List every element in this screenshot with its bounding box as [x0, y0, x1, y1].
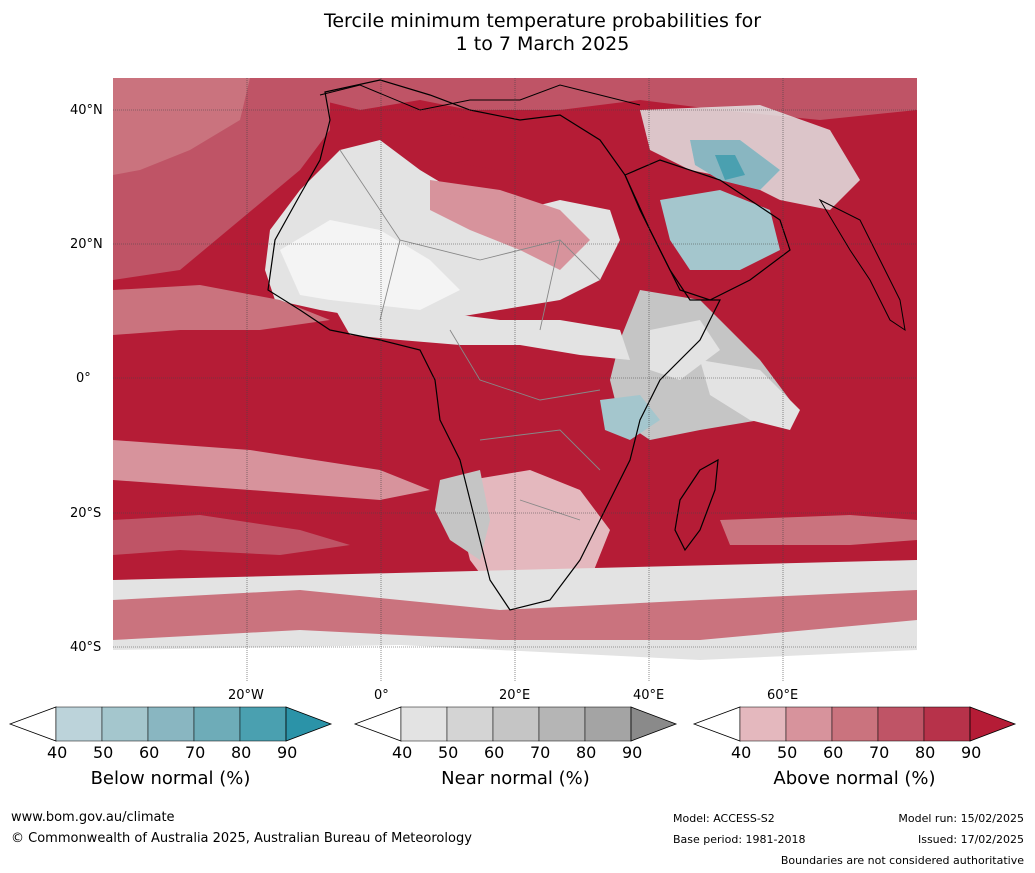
footer-base-period: Base period: 1981-2018 [673, 833, 806, 846]
colorbar-near-segment-5 [584, 706, 632, 742]
above-tick-80: 80 [915, 743, 936, 762]
near-tick-90: 90 [622, 743, 643, 762]
colorbar-below-over-triangle [285, 706, 333, 742]
colorbar-near-segment-4 [538, 706, 586, 742]
colorbar-near-segment-3 [492, 706, 540, 742]
lon-label-40e: 40°E [633, 688, 665, 703]
colorbar-above [692, 706, 1017, 742]
map-title: Tercile minimum temperature probabilitie… [0, 10, 1035, 56]
colorbar-below-segment-2 [101, 706, 149, 742]
country-borders [339, 149, 601, 521]
colorbar-below-segment-5 [239, 706, 287, 742]
region-iran-strong-2 [715, 155, 745, 180]
europe-coastline [319, 84, 641, 111]
lat-label-40s: 40°S [70, 640, 102, 655]
above-tick-40: 40 [731, 743, 752, 762]
near-tick-70: 70 [530, 743, 551, 762]
region-indian-ocean-streak [720, 515, 917, 545]
colorbar-below-under-triangle [8, 706, 57, 742]
above-tick-90: 90 [961, 743, 982, 762]
footer-copyright: © Commonwealth of Australia 2025, Austra… [11, 831, 472, 846]
below-tick-60: 60 [139, 743, 160, 762]
footer-issued: Issued: 17/02/2025 [917, 833, 1024, 846]
lon-label-20w: 20°W [228, 688, 264, 703]
region-namibia-near [435, 470, 490, 560]
footer-model: Model: ACCESS-S2 [673, 812, 775, 825]
colorbar-near [353, 706, 678, 742]
footer-disclaimer: Boundaries are not considered authoritat… [780, 854, 1024, 867]
region-north-atlantic-light [113, 78, 250, 175]
madagascar-outline [674, 458, 719, 552]
colorbar-above-segment-3 [831, 706, 879, 742]
colorbar-above-title: Above normal (%) [773, 768, 936, 789]
above-tick-50: 50 [777, 743, 798, 762]
arabia-outline [624, 159, 791, 301]
africa-coastline [267, 79, 721, 611]
above-tick-60: 60 [823, 743, 844, 762]
lat-label-20s: 20°S [70, 506, 102, 521]
colorbar-above-segment-4 [877, 706, 925, 742]
below-tick-80: 80 [231, 743, 252, 762]
region-south-atlantic-streak-2 [113, 515, 350, 555]
region-tanzania-below [600, 395, 660, 440]
region-arabia-below [660, 190, 780, 270]
above-tick-70: 70 [869, 743, 890, 762]
near-tick-80: 80 [576, 743, 597, 762]
colorbar-above-under-triangle [692, 706, 741, 742]
region-south-atlantic-streak-1 [113, 440, 430, 500]
near-tick-40: 40 [392, 743, 413, 762]
region-atlantic-west-light [113, 285, 330, 335]
india-outline [818, 198, 906, 332]
graticule [113, 78, 917, 681]
colorbar-below [8, 706, 333, 742]
title-line-2: 1 to 7 March 2025 [455, 33, 630, 55]
below-tick-70: 70 [185, 743, 206, 762]
lat-label-20n: 20°N [70, 237, 103, 252]
below-tick-90: 90 [277, 743, 298, 762]
colorbar-below-segment-1 [55, 706, 103, 742]
colorbar-below-title: Below normal (%) [90, 768, 251, 789]
colorbar-near-segment-2 [446, 706, 494, 742]
colorbar-above-segment-2 [785, 706, 833, 742]
region-west-africa-near [330, 300, 630, 360]
below-tick-40: 40 [47, 743, 68, 762]
colorbar-near-under-triangle [353, 706, 402, 742]
colorbar-below-segment-3 [147, 706, 195, 742]
footer-website: www.bom.gov.au/climate [11, 810, 175, 825]
colorbar-near-over-triangle [630, 706, 678, 742]
lat-label-40n: 40°N [70, 103, 103, 118]
colorbar-near-title: Near normal (%) [441, 768, 590, 789]
footer-model-run: Model run: 15/02/2025 [898, 812, 1024, 825]
below-tick-50: 50 [93, 743, 114, 762]
colorbar-below-segment-4 [193, 706, 241, 742]
region-sahara-above [430, 180, 590, 270]
lon-label-0: 0° [374, 688, 389, 703]
region-mediterranean [430, 130, 620, 185]
colorbar-above-segment-5 [923, 706, 971, 742]
region-somalia-near [700, 360, 800, 430]
title-line-1: Tercile minimum temperature probabilitie… [323, 10, 762, 32]
near-tick-50: 50 [438, 743, 459, 762]
lon-label-20e: 20°E [499, 688, 531, 703]
region-sahara-white [280, 220, 460, 310]
colorbar-near-segment-1 [400, 706, 448, 742]
colorbar-above-segment-1 [739, 706, 787, 742]
lon-label-60e: 60°E [767, 688, 799, 703]
colorbar-above-over-triangle [969, 706, 1017, 742]
lat-label-0: 0° [76, 371, 91, 386]
near-tick-60: 60 [484, 743, 505, 762]
